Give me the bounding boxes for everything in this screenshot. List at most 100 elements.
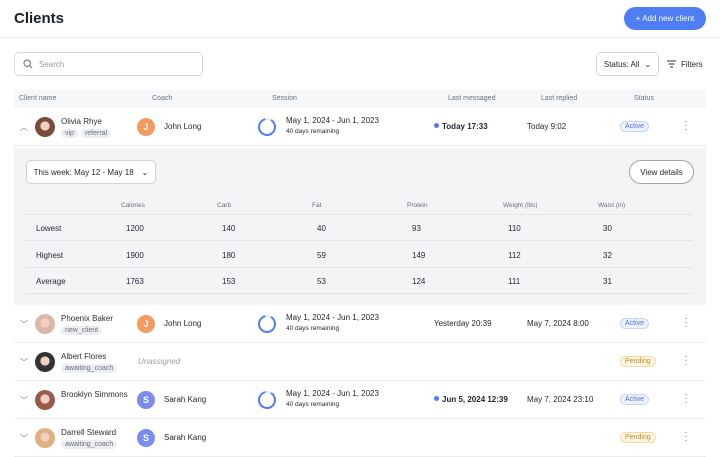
- search-icon: [23, 59, 33, 69]
- last-replied: May 7, 2024 23:10: [527, 395, 594, 404]
- last-messaged: Jun 5, 2024 12:39: [434, 395, 508, 404]
- tag-list: vip referral: [61, 129, 112, 138]
- coach-avatar: S: [137, 429, 155, 447]
- divider: [0, 37, 720, 38]
- status-filter-select[interactable]: Status: All ⌄: [596, 52, 659, 76]
- metric-cell: 53: [317, 277, 326, 286]
- tag: vip: [61, 129, 78, 138]
- session-remaining: 40 days remaining: [286, 401, 340, 408]
- metric-cell: 140: [222, 224, 236, 233]
- col-coach: Coach: [152, 95, 173, 102]
- coach-avatar: J: [137, 315, 155, 333]
- page-title: Clients: [14, 10, 65, 27]
- week-select-value: This week: May 12 - May 18: [33, 167, 134, 177]
- status-badge: Active: [620, 394, 650, 405]
- more-options-icon[interactable]: · · ·: [684, 427, 688, 446]
- more-options-icon[interactable]: · · ·: [684, 116, 688, 135]
- status-filter-value: Status: All: [603, 59, 640, 69]
- metric-cell: 153: [222, 277, 236, 286]
- metric-column-header: Fat: [312, 202, 322, 209]
- expanded-client-details: This week: May 12 - May 18 ⌄ View details…: [14, 148, 706, 305]
- filter-icon: [667, 60, 676, 68]
- more-options-icon[interactable]: · · ·: [684, 389, 688, 408]
- last-messaged: Today 17:33: [434, 122, 488, 131]
- client-name[interactable]: Phoenix Baker: [61, 314, 114, 323]
- metric-cell: 30: [603, 224, 612, 233]
- client-row[interactable]: ﹀ Darrell Steward awaiting_coach S Sarah …: [14, 419, 706, 457]
- client-name[interactable]: Brooklyn Simmons: [61, 390, 128, 399]
- last-messaged-value: Jun 5, 2024 12:39: [442, 395, 508, 404]
- metric-cell: Lowest: [36, 224, 62, 233]
- metric-cell: 149: [412, 250, 426, 260]
- client-row[interactable]: ﹀ Brooklyn Simmons S Sarah Kang May 1, 2…: [14, 381, 706, 419]
- tag: awaiting_coach: [61, 364, 118, 373]
- metric-column-header: Protein: [407, 202, 428, 209]
- filters-label: Filters: [681, 59, 703, 69]
- coach-avatar: J: [137, 118, 155, 136]
- last-replied: May 7, 2024 8:00: [527, 319, 589, 328]
- last-messaged: Yesterday 20:39: [434, 319, 492, 328]
- tag: new_client: [61, 326, 103, 335]
- tag-list: awaiting_coach: [61, 440, 118, 449]
- coach-unassigned: Unassigned: [138, 357, 181, 366]
- metric-cell: 112: [508, 250, 521, 260]
- chevron-up-icon[interactable]: ︿: [20, 123, 28, 132]
- client-row[interactable]: ︿ Olivia Rhye vip referral J John Long May…: [14, 108, 706, 146]
- last-messaged-value: Today 17:33: [442, 122, 488, 131]
- avatar: [35, 314, 55, 334]
- unread-dot: [434, 396, 439, 401]
- col-client-name: Client name: [19, 95, 57, 102]
- status-badge: Pending: [620, 432, 656, 443]
- chevron-down-icon[interactable]: ﹀: [20, 396, 28, 405]
- metric-cell: Average: [36, 277, 66, 286]
- metric-row: Lowest 1200 140 40 93 110 30: [26, 215, 692, 241]
- metric-cell: 180: [222, 250, 236, 260]
- metric-column-header: Calories: [121, 202, 145, 209]
- client-row[interactable]: ﹀ Phoenix Baker new_client J John Long Ma…: [14, 305, 706, 343]
- coach-name: Sarah Kang: [164, 433, 207, 442]
- metric-cell: 111: [508, 277, 521, 286]
- week-select[interactable]: This week: May 12 - May 18 ⌄: [26, 160, 156, 184]
- tag-list: new_client: [61, 326, 103, 335]
- add-new-client-button[interactable]: + Add new client: [624, 7, 706, 30]
- avatar: [35, 428, 55, 448]
- col-last-messaged: Last messaged: [448, 95, 496, 102]
- coach-avatar: S: [137, 391, 155, 409]
- metric-column-header: Waist (in): [598, 202, 626, 209]
- more-options-icon[interactable]: · · ·: [684, 313, 688, 332]
- client-name[interactable]: Darrell Steward: [61, 428, 117, 437]
- metric-cell: 40: [317, 224, 326, 233]
- chevron-down-icon[interactable]: ﹀: [20, 434, 28, 443]
- metric-cell: 1200: [126, 224, 144, 233]
- last-messaged-value: Yesterday 20:39: [434, 319, 492, 328]
- session-info: May 1, 2024 - Jun 1, 2023 40 days remaini…: [286, 313, 379, 332]
- avatar: [35, 117, 55, 137]
- avatar: [35, 352, 55, 372]
- coach-name: Sarah Kang: [164, 395, 207, 404]
- metric-cell: 32: [603, 250, 612, 260]
- client-name[interactable]: Olivia Rhye: [61, 117, 102, 126]
- chevron-down-icon[interactable]: ﹀: [20, 320, 28, 329]
- view-details-button[interactable]: View details: [629, 160, 694, 184]
- tag: referral: [80, 129, 112, 138]
- metric-column-header: Weight (lbs): [503, 202, 538, 209]
- search-placeholder: Search: [39, 59, 65, 69]
- status-badge: Active: [620, 318, 650, 329]
- more-options-icon[interactable]: · · ·: [684, 351, 688, 370]
- client-name[interactable]: Albert Flores: [61, 352, 107, 361]
- coach-name: John Long: [164, 122, 202, 131]
- status-badge: Pending: [620, 356, 656, 367]
- client-row[interactable]: ﹀ Albert Flores awaiting_coach Unassigned…: [14, 343, 706, 381]
- session-info: May 1, 2024 - Jun 1, 2023 40 days remaini…: [286, 116, 379, 135]
- search-input[interactable]: Search: [14, 52, 203, 76]
- tag: awaiting_coach: [61, 440, 118, 449]
- metric-cell: 1763: [126, 277, 144, 286]
- session-dates: May 1, 2024 - Jun 1, 2023: [286, 313, 379, 322]
- metric-cell: 110: [508, 224, 521, 233]
- session-dates: May 1, 2024 - Jun 1, 2023: [286, 389, 379, 398]
- metric-cell: 31: [603, 277, 612, 286]
- metric-row: Highest 1900 180 59 149 112 32: [26, 242, 692, 268]
- col-last-replied: Last replied: [541, 95, 578, 102]
- chevron-down-icon[interactable]: ﹀: [20, 358, 28, 367]
- filters-button[interactable]: Filters: [667, 52, 703, 76]
